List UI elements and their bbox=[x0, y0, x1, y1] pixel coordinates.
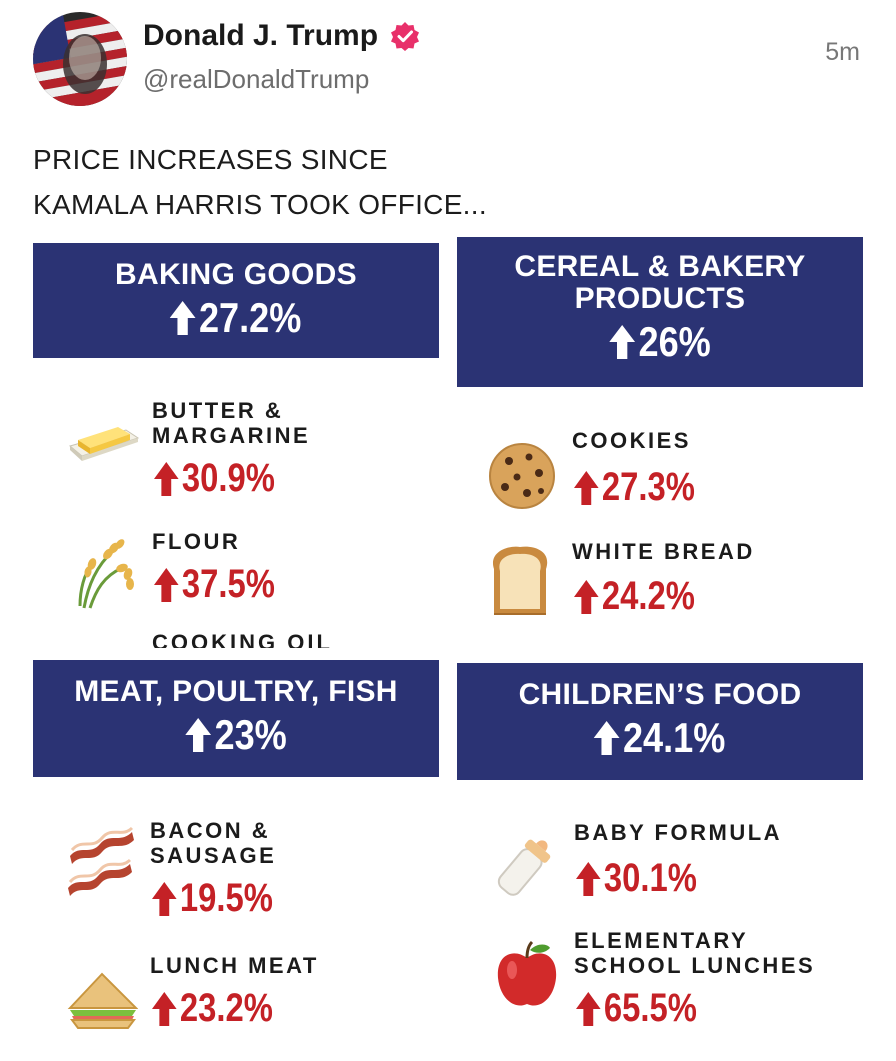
item-pct-value: 65.5% bbox=[603, 986, 697, 1030]
category-title: PRODUCTS bbox=[574, 282, 746, 315]
category-pct-value: 24.1% bbox=[623, 714, 726, 761]
post-text-line: KAMALA HARRIS TOOK OFFICE... bbox=[33, 189, 487, 220]
item-label-line: MARGARINE bbox=[152, 423, 311, 448]
item-label: COOKING OIL bbox=[152, 632, 333, 648]
cereal-bakery-header: CEREAL & BAKERY PRODUCTS 26% bbox=[457, 237, 863, 387]
sandwich-icon bbox=[66, 968, 139, 1037]
item-label: BABY FORMULA bbox=[574, 820, 783, 845]
up-arrow-icon bbox=[152, 991, 177, 1026]
post-text: PRICE INCREASES SINCE KAMALA HARRIS TOOK… bbox=[33, 137, 487, 227]
butter-icon bbox=[68, 418, 140, 471]
childrens-food-header: CHILDREN’S FOOD 24.1% bbox=[457, 663, 863, 780]
meat-poultry-fish-header: MEAT, POULTRY, FISH 23% bbox=[33, 660, 439, 777]
category-title: CHILDREN’S FOOD bbox=[518, 678, 802, 711]
item-pct: 23.2% bbox=[152, 986, 273, 1031]
item-pct-value: 37.5% bbox=[181, 562, 275, 606]
cookie-icon bbox=[487, 441, 557, 516]
category-title: MEAT, POULTRY, FISH bbox=[74, 675, 398, 708]
apple-icon bbox=[494, 940, 560, 1015]
category-pct-value: 27.2% bbox=[199, 294, 302, 341]
up-arrow-icon bbox=[574, 579, 599, 614]
item-pct: 30.9% bbox=[154, 456, 275, 501]
category-pct: 26% bbox=[609, 319, 711, 365]
item-pct-value: 23.2% bbox=[179, 986, 273, 1030]
author-handle[interactable]: @realDonaldTrump bbox=[143, 64, 370, 94]
category-pct: 24.1% bbox=[594, 715, 726, 761]
author-name-row[interactable]: Donald J. Trump bbox=[143, 19, 420, 53]
bread-icon bbox=[488, 545, 552, 622]
item-pct: 37.5% bbox=[154, 562, 275, 607]
verified-badge-icon bbox=[390, 21, 420, 51]
category-title: CEREAL & BAKERY bbox=[514, 250, 806, 283]
item-pct: 30.1% bbox=[576, 856, 697, 901]
item-pct-value: 30.1% bbox=[603, 856, 697, 900]
item-pct: 19.5% bbox=[152, 876, 273, 921]
item-pct-value: 19.5% bbox=[179, 876, 273, 920]
bacon-icon bbox=[66, 826, 136, 905]
item-label-cutoff: COOKING OIL bbox=[152, 632, 382, 648]
item-label: FLOUR bbox=[152, 529, 241, 554]
item-label: LUNCH MEAT bbox=[150, 953, 319, 978]
up-arrow-icon bbox=[609, 325, 636, 359]
category-pct: 27.2% bbox=[170, 295, 302, 341]
item-label: WHITE BREAD bbox=[572, 539, 755, 564]
up-arrow-icon bbox=[594, 721, 620, 755]
post-time[interactable]: 5m bbox=[825, 38, 860, 66]
item-label: BACON & SAUSAGE bbox=[150, 818, 276, 868]
baking-goods-header: BAKING GOODS 27.2% bbox=[33, 243, 439, 358]
up-arrow-icon bbox=[574, 470, 599, 505]
item-label-line: BUTTER & bbox=[152, 398, 284, 423]
item-pct: 24.2% bbox=[574, 574, 695, 619]
up-arrow-icon bbox=[170, 301, 196, 335]
baby-bottle-icon bbox=[490, 828, 562, 907]
item-pct-value: 27.3% bbox=[601, 465, 695, 509]
item-label-line: SCHOOL LUNCHES bbox=[574, 953, 816, 978]
post-text-line: PRICE INCREASES SINCE bbox=[33, 144, 388, 175]
avatar[interactable] bbox=[33, 12, 127, 106]
item-pct: 65.5% bbox=[576, 986, 697, 1031]
up-arrow-icon bbox=[185, 718, 212, 752]
up-arrow-icon bbox=[154, 461, 179, 496]
item-label-line: SAUSAGE bbox=[150, 843, 277, 868]
item-pct: 27.3% bbox=[574, 465, 695, 510]
item-pct-value: 24.2% bbox=[601, 574, 695, 618]
item-label: BUTTER & MARGARINE bbox=[152, 398, 310, 448]
item-pct-value: 30.9% bbox=[181, 456, 275, 500]
category-pct: 23% bbox=[185, 712, 287, 758]
item-label-line: ELEMENTARY bbox=[574, 928, 749, 953]
category-pct-value: 23% bbox=[214, 711, 287, 758]
up-arrow-icon bbox=[576, 991, 601, 1026]
category-title: BAKING GOODS bbox=[115, 258, 357, 291]
wheat-icon bbox=[70, 536, 136, 615]
up-arrow-icon bbox=[576, 861, 601, 896]
author-name[interactable]: Donald J. Trump bbox=[143, 19, 379, 52]
up-arrow-icon bbox=[152, 881, 177, 916]
avatar-image bbox=[33, 12, 127, 106]
category-pct-value: 26% bbox=[638, 318, 711, 365]
item-label-line: BACON & bbox=[150, 818, 271, 843]
up-arrow-icon bbox=[154, 567, 179, 602]
item-label: ELEMENTARY SCHOOL LUNCHES bbox=[574, 928, 815, 978]
item-label: COOKIES bbox=[572, 428, 691, 453]
